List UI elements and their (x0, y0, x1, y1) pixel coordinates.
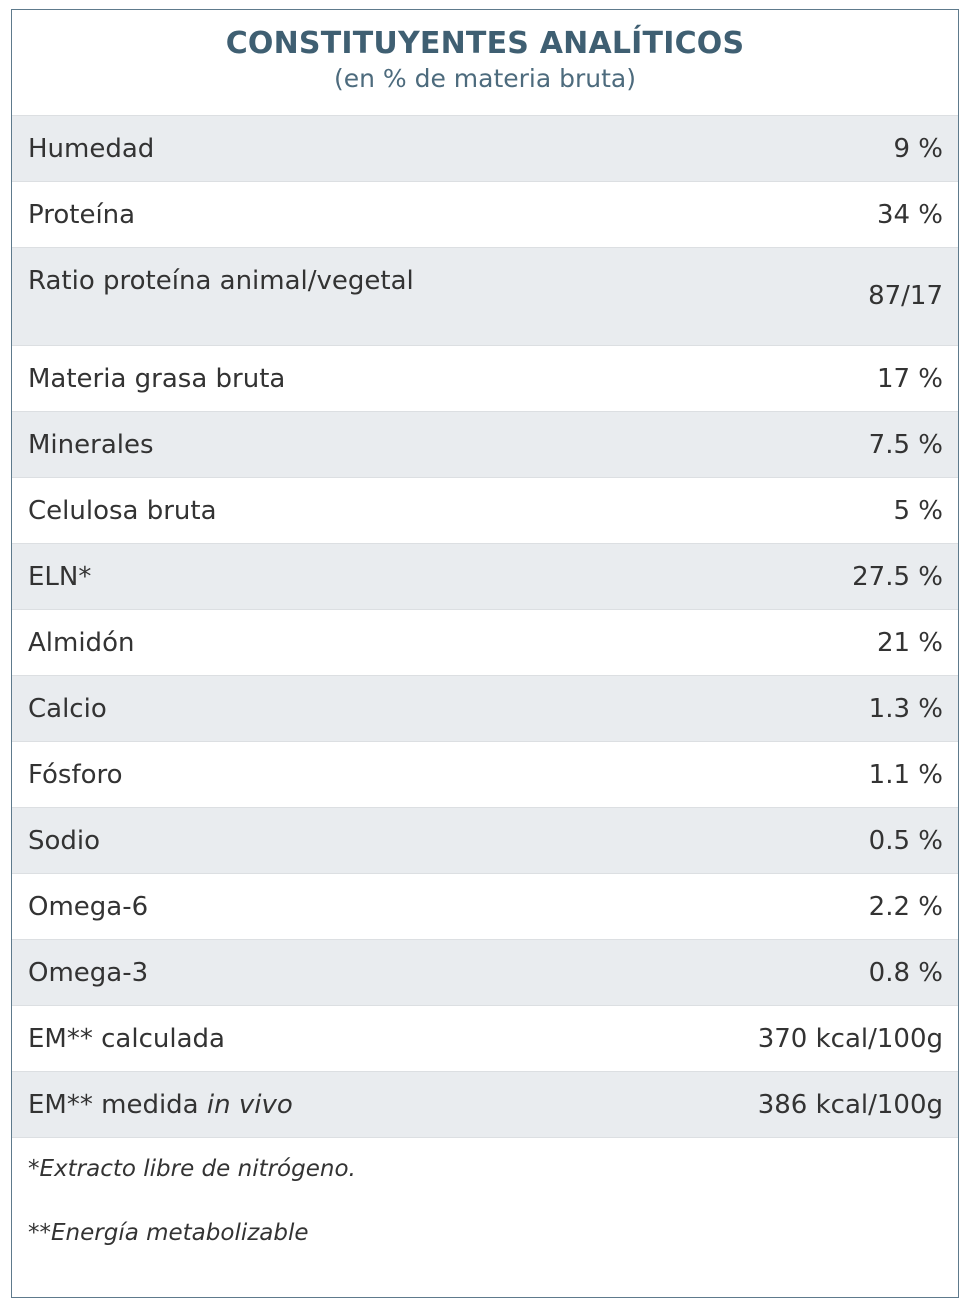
row-value: 0.5 % (868, 825, 943, 856)
row-value: 27.5 % (852, 561, 943, 592)
row-label: ELN* (28, 561, 92, 592)
row-value: 5 % (893, 495, 943, 526)
row-value: 1.3 % (868, 693, 943, 724)
table-header: CONSTITUYENTES ANALÍTICOS (en % de mater… (12, 10, 958, 116)
table-row: Ratio proteína animal/vegetal 87/17 (12, 248, 958, 346)
row-value: 1.1 % (868, 759, 943, 790)
row-value: 87/17 (868, 281, 943, 311)
table-row: Fósforo 1.1 % (12, 742, 958, 808)
table-row: Omega-3 0.8 % (12, 940, 958, 1006)
footnote: *Extracto libre de nitrógeno. (28, 1156, 356, 1182)
row-label-text: EM** medida (28, 1089, 207, 1120)
table-row: Humedad 9 % (12, 116, 958, 182)
row-label: Calcio (28, 693, 107, 724)
table-title: CONSTITUYENTES ANALÍTICOS (225, 26, 745, 61)
table-row: Almidón 21 % (12, 610, 958, 676)
table-row: EM** calculada 370 kcal/100g (12, 1006, 958, 1072)
row-value: 9 % (893, 133, 943, 164)
row-value: 7.5 % (868, 429, 943, 460)
row-value: 17 % (876, 363, 943, 394)
row-label: Materia grasa bruta (28, 363, 286, 394)
table-row: Materia grasa bruta 17 % (12, 346, 958, 412)
table-row: Sodio 0.5 % (12, 808, 958, 874)
row-label: Ratio proteína animal/vegetal (28, 266, 414, 296)
row-value: 0.8 % (868, 957, 943, 988)
table-row: EM** medida in vivo 386 kcal/100g (12, 1072, 958, 1138)
table-row: Minerales 7.5 % (12, 412, 958, 478)
row-label: EM** calculada (28, 1023, 225, 1054)
row-label: Omega-6 (28, 891, 149, 922)
table-row: Proteína 34 % (12, 182, 958, 248)
row-label: Sodio (28, 825, 101, 856)
analytical-constituents-card: CONSTITUYENTES ANALÍTICOS (en % de mater… (11, 9, 959, 1298)
table-row: Calcio 1.3 % (12, 676, 958, 742)
row-label: Proteína (28, 199, 136, 230)
row-label: Celulosa bruta (28, 495, 217, 526)
row-value: 21 % (876, 627, 943, 658)
row-label: Omega-3 (28, 957, 149, 988)
row-value: 2.2 % (868, 891, 943, 922)
table-row: Celulosa bruta 5 % (12, 478, 958, 544)
row-label: Humedad (28, 133, 155, 164)
table-row: ELN* 27.5 % (12, 544, 958, 610)
row-label-italic: in vivo (206, 1089, 293, 1120)
row-value: 34 % (876, 199, 943, 230)
row-label: Almidón (28, 627, 135, 658)
row-label: Fósforo (28, 759, 123, 790)
footnote: **Energía metabolizable (28, 1220, 309, 1246)
row-label: Minerales (28, 429, 154, 460)
table-row: Omega-6 2.2 % (12, 874, 958, 940)
row-value: 370 kcal/100g (757, 1023, 943, 1054)
row-label: EM** medida in vivo (28, 1090, 293, 1120)
table-subtitle: (en % de materia bruta) (333, 64, 637, 93)
row-value: 386 kcal/100g (757, 1089, 943, 1120)
footnotes: *Extracto libre de nitrógeno. **Energía … (12, 1138, 958, 1250)
